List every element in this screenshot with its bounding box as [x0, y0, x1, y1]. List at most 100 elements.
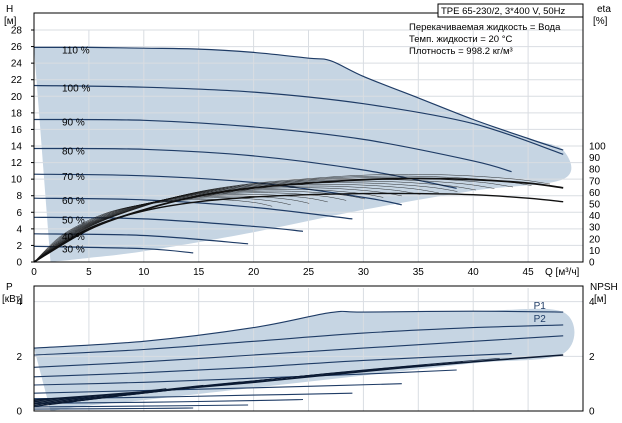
speed-label: 50 %: [62, 215, 85, 226]
head-y-tick-label: 8: [16, 191, 22, 202]
npsh-ylabel-unit: [м]: [594, 294, 607, 305]
head-y-tick-label: 14: [11, 142, 23, 153]
x-tick-label: 35: [413, 267, 425, 278]
efficiency-fan-line: [33, 184, 439, 263]
power-curve: [33, 353, 512, 378]
efficiency-fan-line: [33, 187, 402, 263]
power-curve: [33, 335, 564, 368]
power-curve: [33, 369, 457, 386]
power-operating-area: [34, 308, 575, 411]
head-y-tick-label: 24: [11, 59, 23, 70]
x-tick-label: 15: [193, 267, 205, 278]
head-operating-area: [34, 47, 572, 262]
fluid-info-line: Плотность = 998.2 кг/м³: [409, 46, 513, 57]
speed-label: 90 %: [62, 117, 85, 128]
head-y-tick-label: 2: [16, 241, 22, 252]
npsh-ylabel: NPSH: [590, 282, 618, 293]
x-tick-label: 30: [358, 267, 370, 278]
head-ylabel-unit: [м]: [4, 16, 17, 27]
npsh-curve: [33, 354, 564, 401]
efficiency-fan-line: [33, 174, 551, 263]
speed-label: 110 %: [62, 45, 90, 56]
efficiency-fan-line: [33, 194, 328, 263]
x-tick-label: 45: [523, 267, 535, 278]
eta-tick-label: 20: [589, 234, 601, 245]
head-curve: [33, 84, 564, 155]
x-axis-label: Q [м³/ч]: [545, 267, 580, 278]
power-curve: [33, 383, 402, 394]
power-y-tick-label: 2: [16, 352, 22, 363]
speed-label: 40 %: [62, 232, 85, 243]
eta-tick-label: 80: [589, 165, 601, 176]
npsh-tick-label: 2: [589, 352, 595, 363]
efficiency-fan-line: [33, 197, 291, 263]
eta-tick-label: 100: [589, 142, 606, 153]
eta-tick-label: 30: [589, 223, 601, 234]
operating-area-layer: [34, 47, 575, 411]
x-tick-label: 20: [248, 267, 260, 278]
eta-tick-label: 10: [589, 246, 601, 257]
head-y-tick-label: 18: [11, 108, 23, 119]
head-curve: [33, 46, 564, 151]
head-chart-frame: [33, 12, 584, 263]
head-y-tick-label: 6: [16, 208, 22, 219]
eta-tick-label: 60: [589, 188, 601, 199]
x-tick-label: 40: [468, 267, 480, 278]
efficiency-fan-line: [33, 199, 273, 263]
head-y-tick-label: 4: [16, 224, 22, 235]
pump-model-label: TPE 65-230/2, 3*400 V, 50Hz: [441, 6, 566, 17]
speed-label: 100 %: [62, 84, 90, 95]
efficiency-fan-line: [33, 182, 458, 263]
power-series-label: P2: [534, 314, 547, 325]
head-curve: [33, 147, 457, 189]
eta-tick-label: 0: [589, 258, 595, 269]
efficiency-fan-line: [33, 185, 421, 263]
head-y-tick-label: 16: [11, 125, 23, 136]
power-curve: [33, 310, 564, 349]
efficiency-fan-line: [33, 190, 365, 263]
efficiency-fan-line: [33, 179, 495, 263]
power-curve: [33, 404, 249, 408]
x-tick-label: 0: [31, 267, 37, 278]
power-ylabel: P: [6, 282, 13, 293]
power-y-tick-label: 0: [16, 407, 22, 418]
head-ylabel: H: [6, 4, 13, 15]
speed-label: 60 %: [62, 196, 85, 207]
x-tick-label: 5: [86, 267, 92, 278]
fluid-info-line: Перекачиваемая жидкость = Вода: [409, 22, 561, 33]
head-y-tick-label: 20: [11, 92, 23, 103]
eta-ylabel-unit: [%]: [593, 16, 608, 27]
power-curve: [33, 324, 564, 356]
head-y-tick-label: 22: [11, 75, 23, 86]
head-y-tick-label: 28: [11, 26, 23, 37]
eta-tick-label: 40: [589, 211, 601, 222]
efficiency-fan-line: [33, 189, 384, 263]
eta-tick-label: 50: [589, 200, 601, 211]
speed-label: 70 %: [62, 172, 85, 183]
power-chart-frame: [33, 285, 584, 412]
eta-tick-label: 90: [589, 153, 601, 164]
fluid-info-line: Темп. жидкости = 20 °C: [409, 34, 512, 45]
speed-label: 30 %: [62, 244, 85, 255]
npsh-tick-label: 4: [589, 297, 595, 308]
efficiency-fan-line: [33, 180, 476, 263]
power-series-label: P1: [534, 301, 547, 312]
power-curve: [33, 398, 304, 404]
axes-layer: [31, 3, 584, 412]
efficiency-fan-line: [33, 192, 347, 263]
head-y-tick-label: 10: [11, 175, 23, 186]
efficiency-fan-line: [33, 195, 310, 263]
efficiency-fan-line: [33, 177, 514, 263]
npsh-tick-label: 0: [589, 407, 595, 418]
x-tick-label: 10: [138, 267, 150, 278]
head-curve: [33, 173, 402, 206]
power-curve: [33, 407, 194, 410]
head-curve: [33, 118, 512, 173]
head-y-tick-label: 12: [11, 158, 23, 169]
speed-label: 80 %: [62, 146, 85, 157]
head-curve: [33, 216, 304, 232]
eta-ylabel: eta: [597, 4, 611, 15]
eta-tick-label: 70: [589, 176, 601, 187]
